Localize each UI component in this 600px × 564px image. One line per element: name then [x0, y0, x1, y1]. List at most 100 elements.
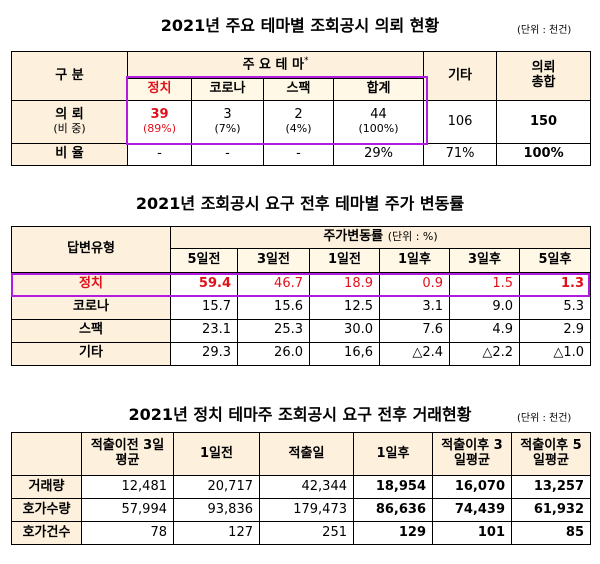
- cell: 26.0: [237, 341, 310, 367]
- cell: 16,6: [309, 341, 380, 367]
- table-row: 호가건수 78 127 251 129 101 85: [11, 521, 591, 545]
- cell: 1.3: [518, 272, 592, 297]
- cell: 7.6: [379, 318, 450, 343]
- cell: 18,954: [353, 475, 433, 499]
- ratio-spac: -: [263, 143, 334, 166]
- col-post-3d-avg: 적출이후 3일평균: [432, 432, 512, 476]
- cell: 3.1: [379, 295, 450, 320]
- cell: 78: [81, 521, 174, 545]
- cell: 74,439: [432, 498, 512, 522]
- cell: 30.0: [309, 318, 380, 343]
- table-row: 정치 59.4 46.7 18.9 0.9 1.5 1.3: [11, 272, 592, 297]
- table3-title: 2021년 정치 테마주 조회공시 요구 전후 거래현황: [128, 405, 472, 424]
- col-1d-after: 1일후: [353, 432, 433, 476]
- cell: 251: [259, 521, 354, 545]
- col-3d-before: 3일전: [237, 248, 310, 274]
- table-row: 스팩 23.1 25.3 30.0 7.6 4.9 2.9: [11, 318, 592, 343]
- header-answer-type: 답변유형: [11, 225, 171, 274]
- header-price-change: 주가변동률 (단위 : %): [169, 225, 592, 250]
- table-row: 호가수량 57,994 93,836 179,473 86,636 74,439…: [11, 498, 591, 522]
- ratio-etc: 71%: [423, 143, 498, 166]
- row-label: 정치: [11, 272, 171, 297]
- cell: 18.9: [309, 272, 380, 297]
- col-pre-3d-avg: 적출이전 3일평균: [81, 432, 174, 476]
- cell: 20,717: [173, 475, 260, 499]
- table-row: 기타 29.3 26.0 16,6 △2.4 △2.2 △1.0: [11, 341, 592, 367]
- col-post-5d-avg: 적출이후 5일평균: [511, 432, 591, 476]
- row-label: 기타: [11, 341, 171, 367]
- table-row: 거래량 12,481 20,717 42,344 18,954 16,070 1…: [11, 475, 591, 499]
- cell: △2.2: [449, 341, 520, 367]
- cell: 15.6: [237, 295, 310, 320]
- ratio-corona: -: [191, 143, 264, 166]
- header-etc: 기타: [423, 51, 498, 101]
- cell: 5.3: [518, 295, 592, 320]
- cell: 12.5: [309, 295, 380, 320]
- table-row: 코로나 15.7 15.6 12.5 3.1 9.0 5.3: [11, 295, 592, 320]
- cell: 127: [173, 521, 260, 545]
- col-3d-after: 3일후: [449, 248, 520, 274]
- sub-spac: 스팩: [263, 78, 334, 101]
- col-1d-before: 1일전: [173, 432, 260, 476]
- header-corner: [11, 432, 82, 476]
- row-label: 호가건수: [11, 521, 82, 545]
- cell: 85: [511, 521, 591, 545]
- table3-unit: (단위 : 천건): [517, 413, 572, 424]
- cell: 46.7: [237, 272, 310, 297]
- cell: 93,836: [173, 498, 260, 522]
- cell: 61,932: [511, 498, 591, 522]
- cell: 16,070: [432, 475, 512, 499]
- cell: 0.9: [379, 272, 450, 297]
- row-request-label: 의 뢰 (비 중): [11, 100, 128, 144]
- sub-corona: 코로나: [191, 78, 264, 101]
- header-theme: 주 요 테 마*: [126, 51, 425, 79]
- cell: 9.0: [449, 295, 520, 320]
- sub-sum: 합계: [332, 78, 425, 101]
- row-label: 거래량: [11, 475, 82, 499]
- ratio-total: 100%: [496, 143, 592, 166]
- cell: 13,257: [511, 475, 591, 499]
- trading-status-table: 적출이전 3일평균 1일전 적출일 1일후 적출이후 3일평균 적출이후 5일평…: [11, 432, 591, 545]
- cell: 23.1: [170, 318, 238, 343]
- cell: 15.7: [170, 295, 238, 320]
- sub-politics: 정치: [127, 78, 192, 101]
- ratio-politics: -: [127, 143, 192, 166]
- header-total: 의뢰 총합: [496, 51, 592, 101]
- cell: 179,473: [259, 498, 354, 522]
- row-label: 스팩: [11, 318, 171, 343]
- cell: △1.0: [518, 341, 592, 367]
- col-5d-after: 5일후: [518, 248, 592, 274]
- col-1d-after: 1일후: [379, 248, 450, 274]
- col-5d-before: 5일전: [170, 248, 238, 274]
- row-label: 코로나: [11, 295, 171, 320]
- cell: △2.4: [379, 341, 450, 367]
- cell: 59.4: [170, 272, 238, 297]
- cell: 29.3: [170, 341, 238, 367]
- col-1d-before: 1일전: [309, 248, 380, 274]
- cell-corona: 3 (7%): [191, 100, 264, 144]
- cell-spac: 2 (4%): [263, 100, 334, 144]
- row-ratio-label: 비 율: [11, 143, 128, 166]
- header-gubun: 구 분: [11, 51, 128, 101]
- table2-title: 2021년 조회공시 요구 전후 테마별 주가 변동률: [135, 194, 465, 213]
- table1-unit: (단위 : 천건): [517, 25, 572, 36]
- table1-title: 2021년 주요 테마별 조회공시 의뢰 현황: [160, 16, 440, 35]
- cell-politics: 39 (89%): [127, 100, 192, 144]
- price-change-table: 답변유형 주가변동률 (단위 : %) 5일전 3일전 1일전 1일후 3일후 …: [11, 225, 592, 367]
- ratio-sum: 29%: [332, 143, 425, 166]
- row-label: 호가수량: [11, 498, 82, 522]
- cell: 2.9: [518, 318, 592, 343]
- cell-sum: 44 (100%): [332, 100, 425, 144]
- cell: 42,344: [259, 475, 354, 499]
- theme-request-table: 구 분 주 요 테 마* 기타 의뢰 총합 정치 코로나 스팩 합계 의 뢰 (비…: [11, 51, 592, 166]
- cell: 4.9: [449, 318, 520, 343]
- cell: 1.5: [449, 272, 520, 297]
- cell: 25.3: [237, 318, 310, 343]
- cell: 129: [353, 521, 433, 545]
- cell-etc: 106: [423, 100, 498, 144]
- cell: 101: [432, 521, 512, 545]
- cell: 57,994: [81, 498, 174, 522]
- cell: 12,481: [81, 475, 174, 499]
- col-detection-day: 적출일: [259, 432, 354, 476]
- cell: 86,636: [353, 498, 433, 522]
